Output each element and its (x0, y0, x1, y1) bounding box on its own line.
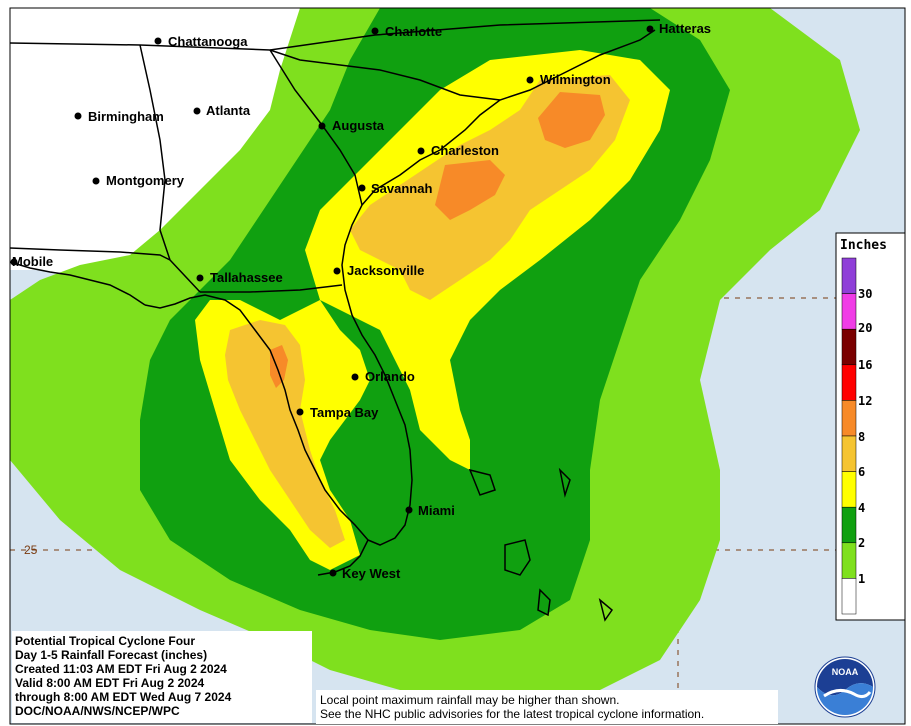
city-label-hatteras: Hatteras (659, 21, 711, 36)
city-label-wilmington: Wilmington (540, 72, 611, 87)
ga-sc-border (269, 49, 363, 206)
legend-swatches (841, 257, 857, 615)
rainfall-legend: Inches 30 20 16 12 8 6 4 2 1 (835, 232, 906, 621)
legend-swatch (841, 400, 857, 437)
city-label-tampa: Tampa Bay (310, 405, 379, 420)
city-dot-orlando (351, 373, 359, 381)
legend-tick-2: 2 (858, 536, 865, 550)
city-label-miami: Miami (418, 503, 455, 518)
legend-tick-20: 20 (858, 321, 872, 335)
islands (468, 467, 614, 622)
legend-swatch (841, 435, 857, 472)
atlantic-coast (341, 29, 656, 546)
city-label-augusta: Augusta (332, 118, 385, 133)
latitude-label: 25 (24, 543, 38, 557)
legend-tick-12: 12 (858, 394, 872, 408)
al-fl-border (9, 247, 171, 261)
city-dot-miami (405, 506, 413, 514)
gulf-coast-florida (144, 294, 369, 541)
noaa-logo-text: NOAA (832, 667, 859, 677)
product-name: Day 1-5 Rainfall Forecast (inches) (15, 648, 208, 662)
legend-tick-6: 6 (858, 465, 865, 479)
city-dot-charleston (417, 147, 425, 155)
legend-title: Inches (840, 238, 887, 253)
legend-swatch (841, 542, 857, 579)
legend-tick-8: 8 (858, 430, 865, 444)
city-label-birmingham: Birmingham (88, 109, 164, 124)
city-dot-wilmington (526, 76, 534, 84)
legend-swatch (841, 364, 857, 401)
disclaimer-box: Local point maximum rainfall may be high… (316, 690, 778, 724)
legend-tick-1: 1 (858, 572, 865, 586)
city-label-chattanooga: Chattanooga (168, 34, 248, 49)
city-label-savannah: Savannah (371, 181, 432, 196)
city-label-montgomery: Montgomery (106, 173, 185, 188)
forecast-info-box: Potential Tropical Cyclone Four Day 1-5 … (12, 631, 312, 723)
created-time: Created 11:03 AM EDT Fri Aug 2 2024 (15, 662, 227, 676)
city-label-atlanta: Atlanta (206, 103, 251, 118)
florida-keys (317, 539, 369, 576)
legend-swatch (841, 293, 857, 330)
nc-va-border (374, 19, 661, 36)
city-dot-hatteras (646, 25, 654, 33)
noaa-logo: NOAA (814, 656, 876, 718)
rain-6in-area-florida (225, 320, 345, 548)
city-label-jacksonville: Jacksonville (347, 263, 424, 278)
through-time: through 8:00 AM EDT Wed Aug 7 2024 (15, 690, 232, 704)
legend-swatch (841, 471, 857, 508)
city-dot-charlotte (371, 27, 379, 35)
city-dot-augusta (318, 122, 326, 130)
city-dot-atlanta (193, 107, 201, 115)
source-agency: DOC/NOAA/NWS/NCEP/WPC (15, 704, 180, 718)
rain-8in-area-ga (435, 160, 505, 220)
city-label-charleston: Charleston (431, 143, 499, 158)
city-dot-montgomery (92, 177, 100, 185)
legend-swatch (841, 257, 857, 294)
city-label-keywest: Key West (342, 566, 401, 581)
legend-tick-16: 16 (858, 358, 872, 372)
legend-ticks: 30 20 16 12 8 6 4 2 1 (858, 287, 872, 586)
nc-sc-border (269, 49, 501, 101)
city-dot-chattanooga (154, 37, 162, 45)
cities: Chattanooga Charlotte Hatteras Birmingha… (10, 21, 711, 581)
rain-8in-area-sc (538, 92, 605, 148)
legend-swatch (841, 328, 857, 366)
legend-tick-30: 30 (858, 287, 872, 301)
ga-fl-border (200, 284, 343, 293)
city-label-tallahassee: Tallahassee (210, 270, 283, 285)
disclaimer-line-2: See the NHC public advisories for the la… (320, 707, 705, 721)
city-label-mobile: Mobile (12, 254, 53, 269)
city-dot-birmingham (74, 112, 82, 120)
city-dot-tampa (296, 408, 304, 416)
boundaries (9, 19, 661, 576)
disclaimer-line-1: Local point maximum rainfall may be high… (320, 693, 620, 707)
legend-tick-4: 4 (858, 501, 865, 515)
gulf-coast-west (9, 261, 146, 306)
legend-swatch (841, 578, 857, 615)
storm-title: Potential Tropical Cyclone Four (15, 634, 196, 648)
city-label-orlando: Orlando (365, 369, 415, 384)
valid-time: Valid 8:00 AM EDT Fri Aug 2 2024 (15, 676, 205, 690)
city-dot-tallahassee (196, 274, 204, 282)
city-label-charlotte: Charlotte (385, 24, 442, 39)
rain-8in-area-fl (270, 345, 288, 388)
city-dot-keywest (329, 569, 337, 577)
legend-swatch (841, 506, 857, 544)
city-dot-mobile (10, 258, 18, 266)
city-dot-savannah (358, 184, 366, 192)
city-dot-jacksonville (333, 267, 341, 275)
